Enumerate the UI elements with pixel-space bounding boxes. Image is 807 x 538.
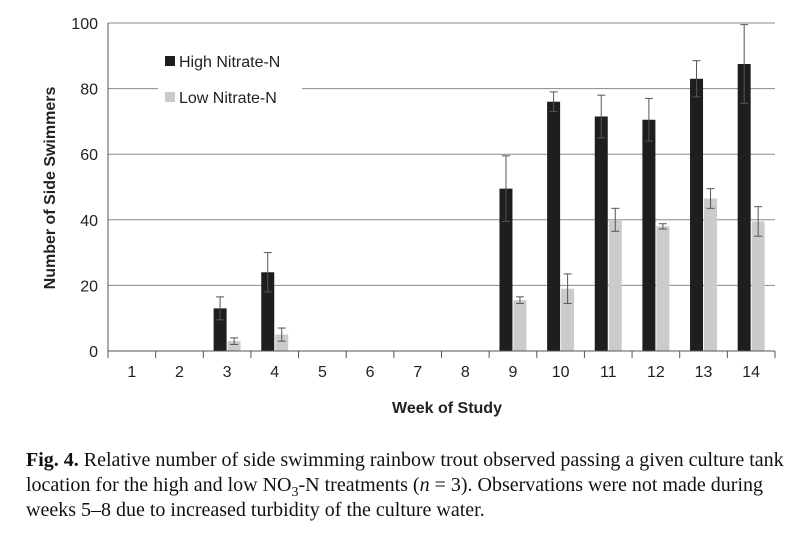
x-tick-label: 7	[413, 364, 422, 381]
x-axis-label: Week of Study	[392, 400, 502, 417]
bar	[213, 308, 227, 351]
bar	[751, 221, 765, 351]
x-tick-label: 11	[600, 364, 617, 381]
legend-swatch	[165, 92, 175, 102]
x-tick-label: 3	[223, 364, 232, 381]
x-tick-label: 13	[695, 364, 713, 381]
bar	[513, 300, 527, 351]
bar	[227, 341, 241, 351]
x-tick-label: 1	[127, 364, 136, 381]
x-tick-label: 6	[366, 364, 375, 381]
bar	[561, 288, 575, 351]
legend-label: High Nitrate-N	[179, 54, 280, 71]
bar	[275, 334, 289, 351]
x-tick-label: 14	[742, 364, 760, 381]
bar	[642, 119, 656, 351]
figure-label: Fig. 4.	[26, 449, 79, 471]
x-tick-label: 2	[175, 364, 184, 381]
y-tick-label: 60	[80, 147, 98, 164]
x-tick-label: 12	[647, 364, 665, 381]
caption-subscript: 3	[291, 485, 299, 500]
x-tick-label: 10	[552, 364, 570, 381]
y-tick-label: 0	[89, 344, 98, 361]
bar	[656, 226, 670, 351]
x-tick-label: 9	[509, 364, 518, 381]
y-tick-label: 100	[71, 16, 98, 33]
legend: High Nitrate-N Low Nitrate-N	[158, 46, 302, 112]
legend-label: Low Nitrate-N	[179, 90, 277, 107]
y-tick-label: 40	[80, 213, 98, 230]
y-tick-label: 20	[80, 278, 98, 295]
caption-text-2: -N treatments (	[298, 474, 420, 496]
bar	[704, 198, 718, 351]
error-bars	[216, 24, 763, 345]
bar	[608, 219, 622, 351]
x-tick-label: 8	[461, 364, 470, 381]
legend-background	[158, 46, 302, 112]
bar	[547, 101, 561, 351]
caption-n-variable: n	[419, 474, 430, 496]
y-tick-label: 80	[80, 82, 98, 99]
caption-text-1: Relative number of side swimming rainbow…	[26, 449, 784, 496]
figure-caption: Fig. 4. Relative number of side swimming…	[26, 448, 796, 523]
chart-area: 0 20 40 60 80 100 1 2 3 4 5 6 7 8 9 10 11 12 13 14 High Nit…	[42, 16, 776, 417]
x-tick-label: 5	[318, 364, 327, 381]
y-axis-label: Number of Side Swimmers	[42, 87, 59, 290]
bar	[690, 78, 704, 351]
x-tick-label: 4	[270, 364, 279, 381]
bar	[594, 116, 608, 351]
bars	[213, 64, 765, 351]
bar	[737, 64, 751, 351]
bar	[499, 188, 513, 351]
legend-swatch	[165, 56, 175, 66]
caption-text-3: = 3). Observations were not made during …	[26, 474, 763, 521]
